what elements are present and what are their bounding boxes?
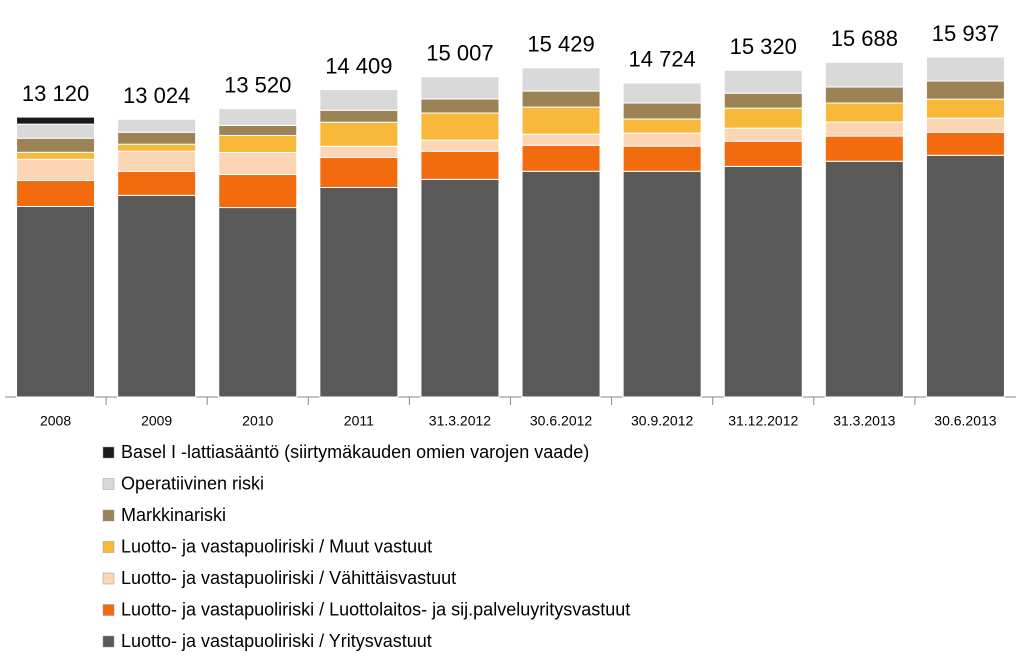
bar-segment bbox=[117, 150, 197, 172]
bar-segment bbox=[622, 118, 702, 134]
bar-segment bbox=[319, 156, 399, 189]
total-label: 13 120 bbox=[22, 81, 89, 106]
bar-segment bbox=[319, 109, 399, 123]
bar-segment bbox=[622, 102, 702, 120]
legend-label: Basel I -lattiasääntö (siirtymäkauden om… bbox=[121, 442, 589, 462]
bar-segment bbox=[824, 121, 904, 137]
bar-segment bbox=[117, 143, 197, 152]
bar-segment bbox=[824, 102, 904, 123]
bar-segment bbox=[218, 134, 298, 154]
bar-segment bbox=[925, 80, 1005, 100]
x-tick-label: 2011 bbox=[344, 413, 374, 429]
bar-segment bbox=[420, 139, 500, 152]
bar-segment bbox=[723, 140, 803, 167]
bar-segment bbox=[622, 170, 702, 398]
legend-swatch bbox=[102, 572, 115, 585]
legend-label: Luotto- ja vastapuoliriski / Vähittäisva… bbox=[121, 568, 456, 588]
bar-segment bbox=[16, 179, 96, 207]
bar-segment bbox=[723, 107, 803, 129]
bar-segment bbox=[117, 118, 197, 133]
bar-segment bbox=[319, 187, 399, 398]
total-label: 15 007 bbox=[426, 41, 493, 66]
bar-segment bbox=[521, 144, 601, 172]
bar-segment bbox=[622, 145, 702, 172]
bar-segment bbox=[420, 112, 500, 141]
bar-segment bbox=[925, 56, 1005, 82]
bar-segment bbox=[218, 124, 298, 136]
x-tick-label: 2009 bbox=[141, 413, 172, 429]
bar-segment bbox=[420, 150, 500, 180]
bar-segment bbox=[521, 170, 601, 398]
bar-segment bbox=[16, 123, 96, 139]
legend-swatch bbox=[102, 541, 115, 553]
x-tick-label: 30.6.2012 bbox=[530, 413, 592, 429]
x-tick-label: 2008 bbox=[40, 413, 71, 429]
x-tick-label: 2010 bbox=[242, 413, 273, 429]
legend-swatch bbox=[102, 446, 115, 459]
legend-swatch bbox=[102, 509, 115, 522]
bar-segment bbox=[521, 106, 601, 135]
x-tick-label: 31.3.2013 bbox=[833, 413, 895, 429]
legend-label: Operatiivinen riski bbox=[121, 473, 264, 493]
legend-swatch bbox=[102, 478, 115, 490]
bar-segment bbox=[319, 121, 399, 147]
bar-segment bbox=[723, 127, 803, 142]
bar-segment bbox=[824, 86, 904, 104]
total-label: 15 937 bbox=[932, 21, 999, 46]
bar-segment bbox=[622, 82, 702, 104]
total-label: 15 320 bbox=[730, 34, 797, 59]
bar-segment bbox=[16, 116, 96, 125]
x-tick-label: 30.6.2013 bbox=[934, 413, 996, 429]
bar-segment bbox=[16, 158, 96, 181]
bar-segment bbox=[218, 108, 298, 126]
bar-segment bbox=[319, 89, 399, 111]
bar-segment bbox=[723, 165, 803, 398]
bar-segment bbox=[824, 135, 904, 162]
bar-segment bbox=[925, 98, 1005, 119]
legend-label: Markkinariski bbox=[121, 505, 226, 525]
bar-segment bbox=[521, 67, 601, 92]
x-tick-label: 30.9.2012 bbox=[631, 413, 693, 429]
total-label: 15 688 bbox=[831, 26, 898, 51]
bar-segment bbox=[420, 76, 500, 100]
bar-segment bbox=[824, 61, 904, 88]
total-label: 14 409 bbox=[325, 53, 392, 78]
bar-segment bbox=[925, 154, 1005, 398]
bar-segment bbox=[521, 133, 601, 146]
bar-segment bbox=[824, 160, 904, 398]
legend-swatch bbox=[102, 604, 115, 616]
bar-segment bbox=[723, 69, 803, 94]
bar-segment bbox=[723, 92, 803, 109]
bar-segment bbox=[319, 145, 399, 158]
bar-segment bbox=[622, 132, 702, 147]
bar-segment bbox=[16, 205, 96, 398]
bar-segment bbox=[218, 207, 298, 398]
total-label: 15 429 bbox=[527, 32, 594, 57]
legend-swatch bbox=[102, 635, 115, 648]
bar-segment bbox=[218, 152, 298, 175]
total-label: 13 024 bbox=[123, 83, 190, 108]
legend-label: Luotto- ja vastapuoliriski / Muut vastuu… bbox=[121, 536, 432, 556]
bar-segment bbox=[117, 170, 197, 196]
total-label: 13 520 bbox=[224, 72, 291, 97]
total-label: 14 724 bbox=[629, 47, 696, 72]
bar-segment bbox=[218, 173, 298, 209]
bar-segment bbox=[117, 194, 197, 398]
bar-segment bbox=[16, 151, 96, 160]
legend-label: Luotto- ja vastapuoliriski / Luottolaito… bbox=[121, 599, 630, 619]
bar-segment bbox=[117, 131, 197, 145]
bar-segment bbox=[420, 178, 500, 398]
bar-segment bbox=[16, 137, 96, 153]
bar-segment bbox=[521, 90, 601, 108]
bar-segment bbox=[420, 98, 500, 114]
bar-segment bbox=[925, 117, 1005, 133]
bar-segment bbox=[925, 131, 1005, 156]
x-tick-label: 31.12.2012 bbox=[728, 413, 798, 429]
legend-label: Luotto- ja vastapuoliriski / Yritysvastu… bbox=[121, 631, 432, 651]
x-tick-label: 31.3.2012 bbox=[429, 413, 491, 429]
